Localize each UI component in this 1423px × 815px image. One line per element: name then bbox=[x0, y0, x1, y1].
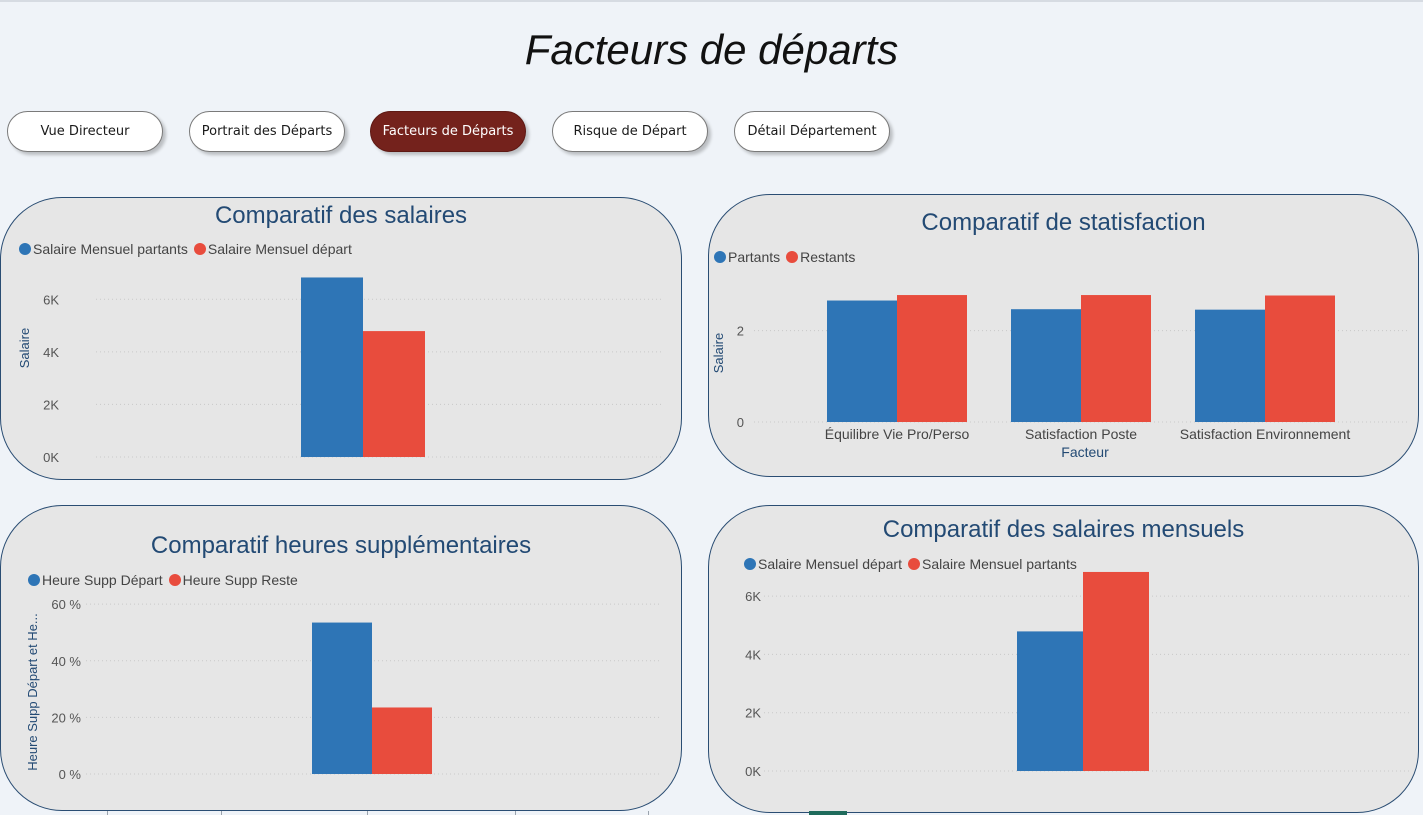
nav-button-detail-departement[interactable]: Détail Département bbox=[734, 111, 890, 152]
card-comparatif-salaires-mensuels: Comparatif des salaires mensuels Salaire… bbox=[708, 505, 1419, 813]
footer-divider bbox=[648, 811, 649, 815]
y-tick-label: 0 bbox=[737, 415, 744, 430]
legend: Salaire Mensuel partants Salaire Mensuel… bbox=[19, 241, 358, 257]
bar bbox=[312, 622, 372, 774]
bar bbox=[372, 707, 432, 774]
bar bbox=[1083, 571, 1149, 771]
footer-divider bbox=[367, 811, 368, 815]
legend-dot-icon bbox=[744, 558, 756, 570]
legend-item[interactable]: Salaire Mensuel partants bbox=[907, 556, 1077, 572]
legend-item[interactable]: Heure Supp Reste bbox=[168, 572, 298, 588]
bar bbox=[363, 331, 425, 457]
bar bbox=[827, 300, 897, 422]
y-tick-label: 20 % bbox=[51, 710, 81, 725]
bar bbox=[1081, 295, 1151, 422]
y-tick-label: 6K bbox=[43, 292, 59, 307]
footer-divider bbox=[107, 811, 108, 815]
nav-button-facteurs-departs[interactable]: Facteurs de Départs bbox=[370, 111, 526, 152]
chart-heures: 0 % 20 % 40 % 60 % Heure Supp Départ et He..… bbox=[25, 597, 659, 782]
y-tick-label: 0K bbox=[745, 764, 761, 779]
chart-satisfaction: 0 2 Équilibre Vie Pro/Perso Satisfaction Po… bbox=[711, 295, 1407, 460]
bar bbox=[1017, 631, 1083, 771]
legend: Salaire Mensuel départ Salaire Mensuel p… bbox=[744, 556, 1083, 572]
y-tick-label: 2K bbox=[745, 706, 761, 721]
legend-item[interactable]: Partants bbox=[714, 249, 780, 265]
y-tick-label: 6K bbox=[745, 589, 761, 604]
bar bbox=[897, 295, 967, 422]
legend-item[interactable]: Heure Supp Départ bbox=[28, 572, 163, 588]
legend: Heure Supp Départ Heure Supp Reste bbox=[28, 572, 304, 588]
y-tick-label: 0 % bbox=[59, 767, 82, 782]
legend-item[interactable]: Salaire Mensuel départ bbox=[744, 556, 902, 572]
bar bbox=[1195, 309, 1265, 422]
legend: Partants Restants bbox=[714, 249, 861, 265]
legend-dot-icon bbox=[193, 243, 206, 255]
card-title: Comparatif des salaires mensuels bbox=[882, 516, 1245, 543]
x-tick-label: Satisfaction Environnement bbox=[1180, 426, 1351, 442]
legend-dot-icon bbox=[786, 251, 799, 263]
x-axis-label: Facteur bbox=[1061, 444, 1109, 460]
chart-salaires-mensuels: 0K 2K 4K 6K bbox=[745, 571, 1409, 779]
card-comparatif-satisfaction: Comparatif de statisfaction Partants Res… bbox=[708, 194, 1419, 477]
footer-divider bbox=[515, 811, 516, 815]
y-tick-label: 40 % bbox=[51, 654, 81, 669]
nav-button-vue-directeur[interactable]: Vue Directeur bbox=[7, 111, 163, 152]
bar bbox=[301, 277, 363, 457]
legend-dot-icon bbox=[168, 574, 181, 586]
bar bbox=[1265, 295, 1335, 422]
y-axis-label: Salaire bbox=[711, 333, 726, 373]
footer-divider bbox=[221, 811, 222, 815]
x-tick-label: Équilibre Vie Pro/Perso bbox=[825, 426, 970, 442]
y-axis-label: Heure Supp Départ et He... bbox=[25, 613, 40, 771]
legend-dot-icon bbox=[19, 243, 31, 255]
y-tick-label: 0K bbox=[43, 450, 59, 465]
chart-salaires: 0K 2K 4K 6K Salaire bbox=[17, 277, 663, 465]
nav-button-portrait-departs[interactable]: Portrait des Départs bbox=[189, 111, 345, 152]
bar bbox=[1011, 309, 1081, 422]
y-tick-label: 60 % bbox=[51, 597, 81, 612]
y-axis-label: Salaire bbox=[17, 328, 32, 368]
page-title: Facteurs de départs bbox=[524, 26, 899, 73]
nav-button-risque-depart[interactable]: Risque de Départ bbox=[552, 111, 708, 152]
legend-item[interactable]: Salaire Mensuel partants bbox=[19, 241, 188, 257]
y-tick-label: 2 bbox=[737, 324, 744, 339]
top-border bbox=[0, 0, 1423, 2]
card-title: Comparatif de statisfaction bbox=[921, 209, 1206, 236]
card-title: Comparatif heures supplémentaires bbox=[150, 532, 532, 559]
legend-dot-icon bbox=[28, 574, 40, 586]
y-tick-label: 2K bbox=[43, 397, 59, 412]
legend-item[interactable]: Restants bbox=[786, 249, 855, 265]
y-tick-label: 4K bbox=[43, 345, 59, 360]
card-title: Comparatif des salaires bbox=[214, 202, 468, 229]
y-tick-label: 4K bbox=[745, 647, 761, 662]
legend-dot-icon bbox=[714, 251, 726, 263]
card-comparatif-salaires: Comparatif des salaires Salaire Mensuel … bbox=[0, 197, 682, 480]
legend-dot-icon bbox=[907, 558, 920, 570]
legend-item[interactable]: Salaire Mensuel départ bbox=[193, 241, 352, 257]
card-comparatif-heures: Comparatif heures supplémentaires Heure … bbox=[0, 505, 682, 811]
page-tab-indicator[interactable] bbox=[809, 811, 847, 815]
x-tick-label: Satisfaction Poste bbox=[1025, 426, 1137, 442]
